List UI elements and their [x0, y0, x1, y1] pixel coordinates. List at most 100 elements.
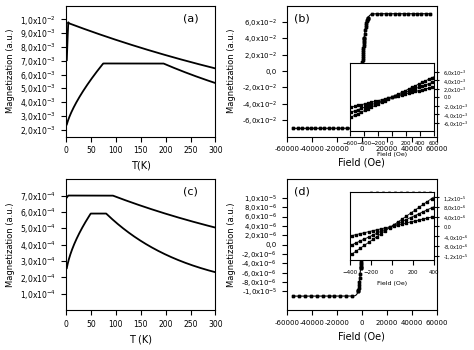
- Point: [359, 229, 366, 234]
- Point: [316, 126, 324, 131]
- Point: [301, 293, 309, 299]
- Point: [361, 31, 368, 36]
- Point: [358, 237, 366, 243]
- Point: [358, 68, 365, 74]
- Point: [360, 45, 367, 50]
- Point: [358, 66, 366, 72]
- Point: [360, 36, 368, 42]
- Point: [357, 258, 365, 264]
- Point: [354, 114, 361, 120]
- Point: [361, 197, 369, 202]
- Point: [356, 282, 363, 288]
- Text: (d): (d): [294, 187, 310, 197]
- Point: [348, 293, 356, 299]
- Point: [359, 224, 366, 230]
- Point: [354, 288, 362, 294]
- Point: [334, 126, 342, 131]
- Point: [404, 11, 412, 16]
- Point: [313, 293, 320, 299]
- Point: [357, 266, 365, 271]
- Point: [338, 126, 346, 131]
- Point: [382, 11, 390, 16]
- Point: [374, 190, 381, 196]
- Point: [353, 120, 360, 125]
- Point: [325, 126, 333, 131]
- Point: [356, 271, 364, 277]
- Point: [356, 102, 363, 107]
- Point: [357, 252, 365, 257]
- Point: [358, 239, 366, 245]
- Point: [358, 237, 366, 243]
- Point: [356, 99, 364, 104]
- Point: [303, 126, 310, 131]
- Text: (a): (a): [182, 13, 198, 23]
- Point: [395, 11, 403, 16]
- Point: [356, 88, 364, 93]
- Point: [347, 125, 355, 131]
- Point: [352, 121, 359, 127]
- Point: [400, 11, 408, 16]
- Point: [359, 219, 367, 225]
- Point: [357, 79, 365, 85]
- Point: [356, 92, 364, 97]
- Point: [354, 112, 362, 118]
- Point: [331, 293, 338, 299]
- Point: [359, 47, 367, 52]
- Point: [360, 40, 368, 45]
- Point: [385, 190, 393, 196]
- Point: [415, 190, 422, 196]
- Y-axis label: Magnetization (a.u.): Magnetization (a.u.): [6, 29, 15, 113]
- Point: [421, 190, 428, 196]
- Point: [355, 106, 363, 111]
- Point: [320, 126, 328, 131]
- Point: [359, 53, 366, 58]
- Point: [358, 243, 365, 248]
- Point: [358, 66, 366, 72]
- Point: [364, 15, 372, 21]
- Point: [295, 293, 303, 299]
- Point: [329, 126, 337, 131]
- Point: [358, 236, 366, 241]
- Point: [359, 221, 367, 226]
- Point: [358, 70, 365, 76]
- Point: [360, 208, 367, 214]
- Point: [331, 293, 338, 299]
- Point: [379, 190, 387, 196]
- Point: [378, 11, 385, 16]
- Point: [358, 246, 365, 252]
- Point: [427, 190, 434, 196]
- Point: [359, 55, 366, 61]
- Point: [422, 11, 430, 16]
- Point: [355, 285, 363, 290]
- Point: [360, 213, 367, 218]
- Point: [357, 266, 365, 271]
- Point: [359, 47, 367, 52]
- Point: [354, 288, 362, 294]
- Point: [364, 15, 372, 21]
- Point: [422, 11, 430, 16]
- Point: [357, 260, 365, 265]
- Point: [358, 248, 365, 254]
- Point: [362, 195, 369, 201]
- Point: [358, 243, 365, 248]
- Point: [415, 190, 422, 196]
- Point: [360, 204, 368, 210]
- Point: [359, 49, 367, 55]
- Point: [373, 11, 381, 16]
- Point: [359, 219, 367, 225]
- Point: [343, 126, 350, 131]
- Point: [358, 239, 366, 245]
- Point: [356, 102, 363, 107]
- Point: [342, 293, 350, 299]
- Text: (b): (b): [294, 13, 310, 23]
- Point: [360, 38, 368, 43]
- Point: [357, 263, 365, 268]
- Point: [364, 17, 371, 23]
- Point: [358, 232, 366, 238]
- Point: [358, 241, 365, 247]
- Point: [400, 11, 408, 16]
- Point: [362, 195, 369, 201]
- Point: [356, 276, 364, 281]
- Point: [354, 112, 362, 118]
- Point: [418, 11, 425, 16]
